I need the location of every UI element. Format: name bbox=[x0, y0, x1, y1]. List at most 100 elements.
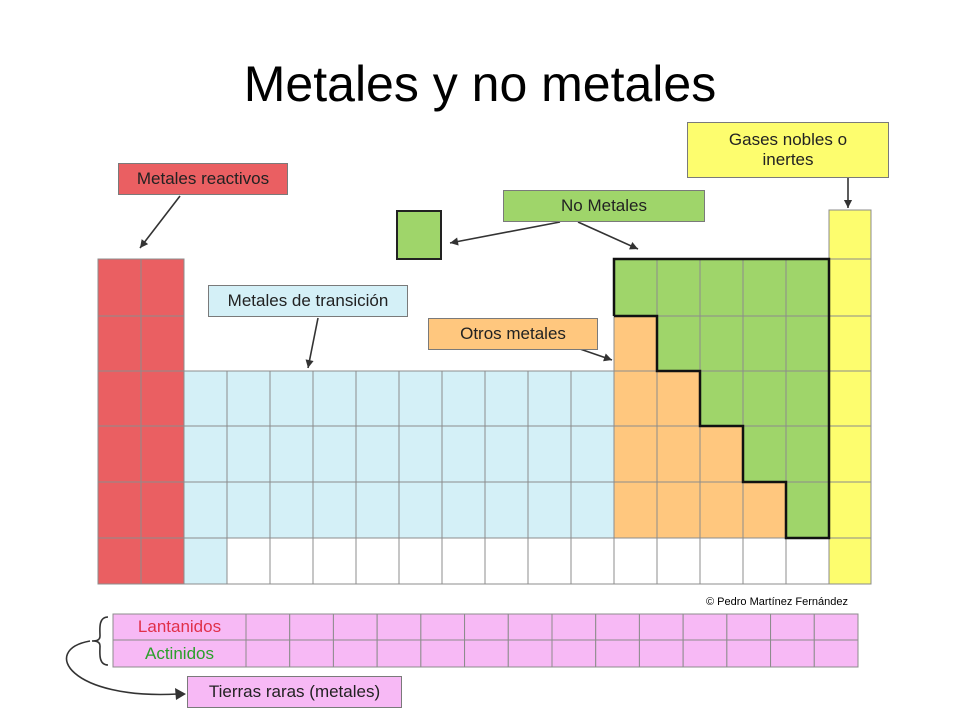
fblock-cell bbox=[420, 639, 466, 668]
element-cell bbox=[656, 537, 701, 585]
element-cell bbox=[699, 537, 744, 585]
element-cell bbox=[656, 315, 701, 372]
element-cell bbox=[398, 481, 443, 539]
element-cell bbox=[183, 425, 228, 483]
element-cell bbox=[613, 481, 658, 539]
element-cell bbox=[484, 537, 529, 585]
nonmetal-boundary bbox=[612, 257, 831, 540]
element-cell bbox=[828, 209, 872, 260]
group-borders bbox=[612, 257, 831, 540]
fblock-cell bbox=[376, 613, 422, 641]
element-cell bbox=[828, 315, 872, 372]
element-cell bbox=[355, 370, 400, 427]
element-cell bbox=[785, 537, 830, 585]
element-cell bbox=[613, 370, 658, 427]
fblock-cell bbox=[464, 613, 509, 641]
arrow-reactivos-head bbox=[140, 239, 149, 248]
fblock-cell bbox=[638, 639, 684, 668]
element-cell bbox=[441, 537, 486, 585]
element-cell bbox=[656, 425, 701, 483]
element-cell bbox=[527, 370, 572, 427]
element-cell bbox=[398, 537, 443, 585]
fblock-label-actinidos: Actinidos bbox=[145, 643, 214, 663]
element-cell bbox=[527, 537, 572, 585]
fblock-cell bbox=[507, 639, 553, 668]
fblock-cell bbox=[770, 639, 815, 668]
fblock-cell bbox=[289, 639, 334, 668]
element-cell bbox=[226, 481, 271, 539]
element-cell bbox=[656, 258, 701, 317]
element-cell bbox=[785, 258, 830, 317]
element-cell bbox=[97, 258, 142, 317]
element-cell bbox=[699, 425, 744, 483]
fblock-cell bbox=[464, 639, 509, 668]
element-cell bbox=[140, 258, 185, 317]
element-cell bbox=[527, 481, 572, 539]
element-cell bbox=[785, 370, 830, 427]
element-cell bbox=[269, 537, 314, 585]
element-cell bbox=[785, 425, 830, 483]
fblock-label-lantanidos: Lantanidos bbox=[137, 617, 222, 636]
element-cell bbox=[355, 481, 400, 539]
element-cell bbox=[355, 425, 400, 483]
fblock-cell bbox=[770, 613, 815, 641]
element-cell bbox=[742, 370, 787, 427]
element-cell bbox=[140, 481, 185, 539]
element-cell bbox=[613, 258, 658, 317]
copyright-notice: © Pedro Martínez Fernández bbox=[706, 596, 849, 608]
element-cell bbox=[441, 481, 486, 539]
element-cell bbox=[613, 315, 658, 372]
fblock-cell bbox=[551, 613, 597, 641]
fblock-cell bbox=[638, 613, 684, 641]
element-cell bbox=[742, 258, 787, 317]
element-cell bbox=[613, 425, 658, 483]
arrow-tierras-raras-head bbox=[175, 688, 186, 700]
arrow-reactivos bbox=[139, 195, 181, 249]
element-cell bbox=[97, 425, 142, 483]
fblock-cell bbox=[289, 613, 334, 641]
element-cell bbox=[269, 370, 314, 427]
arrow-gases-nobles-head bbox=[843, 199, 853, 208]
fblock-brace bbox=[91, 616, 109, 666]
fblock-cell bbox=[332, 639, 378, 668]
arrow-no-metales-table bbox=[577, 221, 639, 250]
element-cell bbox=[183, 481, 228, 539]
fblock-cell bbox=[682, 613, 728, 641]
element-cell bbox=[269, 425, 314, 483]
annotation-arrows bbox=[65, 178, 853, 700]
element-cell bbox=[699, 481, 744, 539]
page-title: Metales y no metales bbox=[243, 56, 717, 112]
element-cell bbox=[656, 370, 701, 427]
label-tierras-raras: Tierras raras (metales) bbox=[187, 676, 402, 708]
element-cell bbox=[570, 370, 615, 427]
element-cell bbox=[183, 370, 228, 427]
element-cell bbox=[484, 370, 529, 427]
element-cell bbox=[97, 481, 142, 539]
element-cell bbox=[269, 481, 314, 539]
fblock-cells bbox=[112, 613, 859, 668]
element-cell bbox=[484, 481, 529, 539]
fblock-cell bbox=[595, 639, 640, 668]
element-cell bbox=[570, 481, 615, 539]
arrow-no-metales-swatch-head bbox=[450, 237, 459, 246]
fblock-cell bbox=[551, 639, 597, 668]
label-otros-metales: Otros metales bbox=[428, 318, 598, 350]
element-cell bbox=[742, 537, 787, 585]
element-cell bbox=[742, 315, 787, 372]
element-cell bbox=[742, 481, 787, 539]
fblock-cell bbox=[420, 613, 466, 641]
label-metales-transicion: Metales de transición bbox=[208, 285, 408, 317]
arrow-otros-metales-head bbox=[603, 353, 612, 362]
element-cell bbox=[398, 425, 443, 483]
element-cell bbox=[398, 370, 443, 427]
element-cell bbox=[613, 537, 658, 585]
element-cell bbox=[527, 425, 572, 483]
element-cell bbox=[828, 537, 872, 585]
fblock-cell bbox=[813, 639, 859, 668]
fblock-cell bbox=[245, 639, 291, 668]
label-no-metales: No Metales bbox=[503, 190, 705, 222]
nonmetal-swatch bbox=[396, 210, 442, 260]
element-cell bbox=[570, 537, 615, 585]
element-cell bbox=[140, 315, 185, 372]
